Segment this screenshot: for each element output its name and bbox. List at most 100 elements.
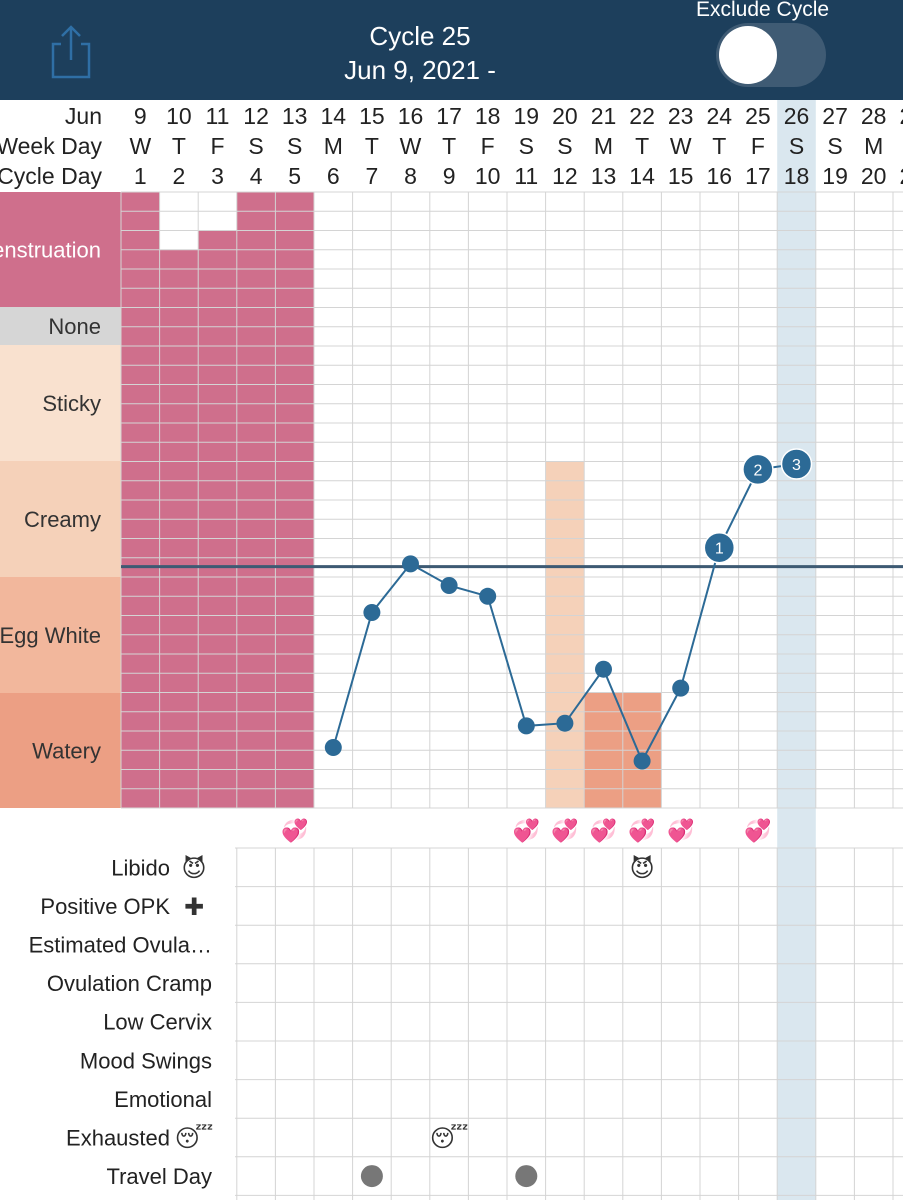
date-label: 27 xyxy=(822,103,848,129)
cycle-day-label: 21 xyxy=(900,163,903,189)
temperature-point[interactable] xyxy=(556,714,574,732)
symptom-label: Libido xyxy=(111,855,170,880)
date-label: 19 xyxy=(514,103,540,129)
date-label: 29 xyxy=(900,103,903,129)
temperature-point[interactable] xyxy=(517,717,535,735)
week-day-label: T xyxy=(365,133,379,159)
symptom-label: Estimated Ovula… xyxy=(29,933,212,958)
cycle-day-label: 17 xyxy=(745,163,771,189)
category-label: Creamy xyxy=(24,507,101,532)
intercourse-heart-icon: 💞 xyxy=(281,818,308,843)
temperature-point[interactable] xyxy=(479,587,497,605)
cycle-day-label: 11 xyxy=(514,163,538,189)
cycle-day-label: 10 xyxy=(475,163,501,189)
sleepy-face-icon: 😴 xyxy=(430,1124,469,1153)
cycle-day-label: 9 xyxy=(443,163,456,189)
date-label: 10 xyxy=(166,103,192,129)
temperature-point[interactable] xyxy=(402,555,419,573)
travel-day-marker xyxy=(515,1165,538,1188)
temperature-point-label: 1 xyxy=(715,541,724,558)
category-band xyxy=(0,461,121,577)
temperature-point[interactable] xyxy=(742,453,774,486)
temperature-point[interactable] xyxy=(324,739,342,756)
date-label: 24 xyxy=(707,103,733,129)
date-label: 15 xyxy=(359,103,385,129)
devil-face-icon: 😈 xyxy=(181,854,206,882)
date-label: 23 xyxy=(668,103,694,129)
exclude-cycle-toggle[interactable] xyxy=(716,23,826,87)
week-day-label: T xyxy=(635,133,649,159)
symptom-label: Emotional xyxy=(114,1087,212,1112)
week-day-label: S xyxy=(248,133,263,159)
symptom-label: Ovulation Cramp xyxy=(47,971,212,996)
cycle-day-label: 15 xyxy=(668,163,694,189)
cycle-day-label: 18 xyxy=(784,163,810,189)
share-icon xyxy=(51,25,91,79)
cycle-day-row-label: Cycle Day xyxy=(0,163,102,189)
week-day-label: F xyxy=(751,133,765,159)
category-band xyxy=(0,693,121,808)
temperature-point[interactable] xyxy=(440,577,458,594)
category-band xyxy=(0,345,121,461)
week-day-label: T xyxy=(172,133,186,159)
date-label: 17 xyxy=(436,103,462,129)
category-label: Egg White xyxy=(0,623,101,648)
cycle-day-label: 3 xyxy=(211,163,224,189)
symptom-label: Low Cervix xyxy=(103,1010,212,1035)
temperature-point[interactable] xyxy=(363,604,381,621)
cycle-day-label: 13 xyxy=(591,163,617,189)
week-day-label: W xyxy=(129,133,151,159)
cycle-day-label: 1 xyxy=(134,163,147,189)
intercourse-heart-icon: 💞 xyxy=(628,818,655,843)
temperature-point[interactable] xyxy=(780,448,813,480)
cycle-day-label: 4 xyxy=(250,163,263,189)
top-bar: Cycle 25 Jun 9, 2021 - Exclude Cycle xyxy=(0,0,903,100)
intercourse-heart-icon: 💞 xyxy=(513,818,540,843)
week-day-label: M xyxy=(864,133,883,159)
week-day-label: F xyxy=(481,133,495,159)
date-label: 12 xyxy=(243,103,269,129)
cycle-day-label: 20 xyxy=(861,163,887,189)
week-day-label: W xyxy=(400,133,422,159)
temperature-point-label: 2 xyxy=(753,462,762,479)
sleepy-face-icon: 😴 xyxy=(175,1124,214,1153)
cycle-day-label: 5 xyxy=(288,163,301,189)
share-button[interactable] xyxy=(46,22,96,82)
today-column-highlight xyxy=(777,100,816,1200)
week-day-label: F xyxy=(210,133,224,159)
cycle-day-label: 2 xyxy=(173,163,186,189)
cycle-day-label: 19 xyxy=(822,163,848,189)
symptom-label: Mood Swings xyxy=(80,1048,212,1073)
plus-icon: ✚ xyxy=(184,894,204,921)
date-label: 14 xyxy=(321,103,347,129)
category-band xyxy=(0,307,121,345)
week-day-label: S xyxy=(519,133,534,159)
symptom-label: Exhausted xyxy=(66,1126,170,1151)
category-label: Watery xyxy=(32,739,101,764)
date-label: 28 xyxy=(861,103,887,129)
intercourse-heart-icon: 💞 xyxy=(590,818,617,843)
category-label: Sticky xyxy=(42,391,101,416)
temperature-point[interactable] xyxy=(633,752,651,770)
travel-day-marker xyxy=(360,1165,383,1188)
category-band xyxy=(0,577,121,693)
temperature-point[interactable] xyxy=(672,679,690,697)
week-day-label: S xyxy=(557,133,572,159)
toggle-knob xyxy=(719,26,777,84)
date-label: 26 xyxy=(784,103,810,129)
week-day-label: M xyxy=(594,133,613,159)
week-day-label: S xyxy=(789,133,804,159)
menstruation-bar xyxy=(159,249,199,809)
cycle-day-label: 14 xyxy=(629,163,655,189)
intercourse-heart-icon: 💞 xyxy=(744,818,771,843)
week-day-label: M xyxy=(324,133,343,159)
symptom-label: Positive OPK xyxy=(40,894,170,919)
date-label: 18 xyxy=(475,103,501,129)
intercourse-heart-icon: 💞 xyxy=(551,818,578,843)
category-label: Menstruation xyxy=(0,238,101,263)
temperature-point[interactable] xyxy=(703,531,736,564)
date-label: 21 xyxy=(591,103,617,129)
intercourse-heart-icon: 💞 xyxy=(667,818,694,843)
temperature-point[interactable] xyxy=(595,660,612,678)
